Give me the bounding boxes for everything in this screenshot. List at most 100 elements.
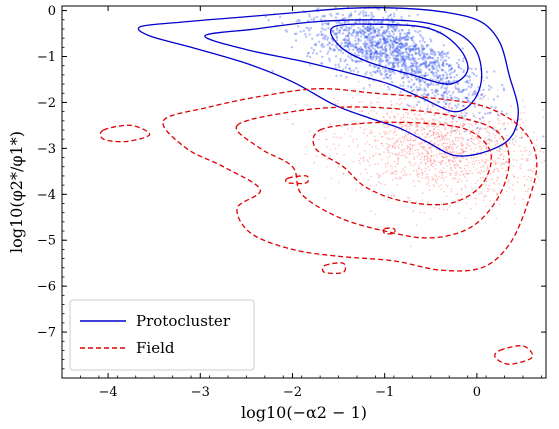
- field-point: [490, 140, 493, 142]
- field-point: [461, 140, 463, 143]
- protocluster-point: [408, 49, 412, 52]
- protocluster-point: [394, 47, 398, 50]
- field-point: [379, 85, 382, 87]
- field-point: [438, 171, 441, 173]
- field-point: [439, 116, 442, 119]
- protocluster-point: [450, 67, 453, 70]
- field-point: [476, 179, 479, 182]
- protocluster-point: [492, 98, 496, 101]
- field-point: [451, 127, 453, 129]
- field-point: [520, 163, 522, 166]
- protocluster-point: [424, 61, 427, 64]
- protocluster-point: [471, 71, 474, 75]
- protocluster-point: [372, 53, 375, 56]
- protocluster-point: [364, 35, 367, 38]
- protocluster-point: [338, 31, 341, 35]
- protocluster-point: [368, 29, 371, 32]
- protocluster-point: [380, 72, 383, 75]
- field-point: [441, 159, 444, 162]
- field-point: [337, 165, 340, 168]
- protocluster-point: [502, 89, 506, 92]
- field-point: [445, 155, 448, 157]
- protocluster-point: [378, 34, 381, 37]
- protocluster-point: [406, 52, 409, 56]
- field-point: [496, 157, 499, 160]
- protocluster-point: [413, 70, 416, 73]
- protocluster-point: [439, 58, 443, 61]
- protocluster-point: [372, 35, 375, 38]
- field-point: [498, 134, 501, 136]
- field-point: [465, 202, 468, 204]
- field-point: [401, 123, 404, 125]
- protocluster-point: [366, 29, 370, 33]
- protocluster-point: [400, 46, 403, 49]
- field-point: [520, 118, 522, 120]
- x-tick-label: −2: [283, 385, 302, 400]
- field-point: [379, 182, 382, 185]
- field-point: [426, 133, 429, 135]
- field-point: [401, 125, 404, 128]
- field-point: [470, 157, 473, 159]
- protocluster-point: [393, 64, 396, 68]
- field-point: [518, 145, 521, 147]
- protocluster-point: [372, 55, 376, 59]
- protocluster-point: [349, 33, 353, 36]
- protocluster-point: [298, 19, 301, 23]
- protocluster-point: [377, 42, 381, 46]
- field-point: [404, 154, 406, 156]
- field-point: [478, 145, 480, 148]
- field-point: [371, 131, 374, 134]
- field-point: [527, 157, 529, 160]
- protocluster-point: [345, 25, 348, 29]
- protocluster-point: [482, 95, 485, 99]
- field-point: [406, 145, 409, 148]
- field-point: [422, 172, 424, 174]
- field-point: [492, 133, 494, 136]
- field-point: [479, 172, 482, 175]
- protocluster-point: [333, 48, 336, 51]
- protocluster-point: [412, 59, 416, 62]
- field-point: [513, 119, 516, 122]
- field-point: [380, 142, 383, 145]
- protocluster-point: [358, 30, 362, 33]
- field-point: [455, 193, 457, 195]
- field-point: [439, 152, 442, 155]
- protocluster-point: [433, 94, 437, 98]
- protocluster-point: [321, 55, 324, 59]
- field-point: [429, 160, 432, 162]
- field-point: [440, 133, 443, 136]
- field-point: [447, 185, 449, 188]
- protocluster-point: [367, 33, 371, 37]
- field-point: [461, 112, 463, 114]
- protocluster-point: [391, 40, 395, 43]
- protocluster-point: [410, 58, 413, 62]
- protocluster-point: [394, 29, 397, 33]
- field-point: [459, 167, 462, 169]
- protocluster-point: [391, 26, 394, 29]
- field-point: [334, 147, 337, 150]
- protocluster-point: [369, 41, 373, 45]
- field-point: [455, 146, 458, 149]
- field-point: [332, 136, 335, 138]
- field-point: [445, 162, 447, 164]
- protocluster-point: [379, 41, 382, 44]
- field-point: [496, 113, 499, 115]
- field-point: [402, 168, 404, 170]
- protocluster-point: [341, 32, 345, 35]
- field-point: [358, 159, 360, 162]
- protocluster-point: [387, 27, 390, 30]
- protocluster-point: [386, 34, 389, 38]
- protocluster-point: [478, 111, 481, 115]
- field-point: [444, 139, 446, 141]
- protocluster-point: [462, 88, 465, 92]
- field-point: [502, 158, 505, 160]
- protocluster-point: [401, 52, 404, 55]
- protocluster-point: [350, 58, 354, 62]
- field-point: [418, 154, 420, 156]
- field-point: [375, 145, 377, 148]
- protocluster-point: [387, 15, 390, 18]
- field-point: [410, 245, 412, 248]
- protocluster-point: [377, 67, 380, 70]
- protocluster-point: [365, 28, 368, 31]
- protocluster-point: [505, 112, 508, 115]
